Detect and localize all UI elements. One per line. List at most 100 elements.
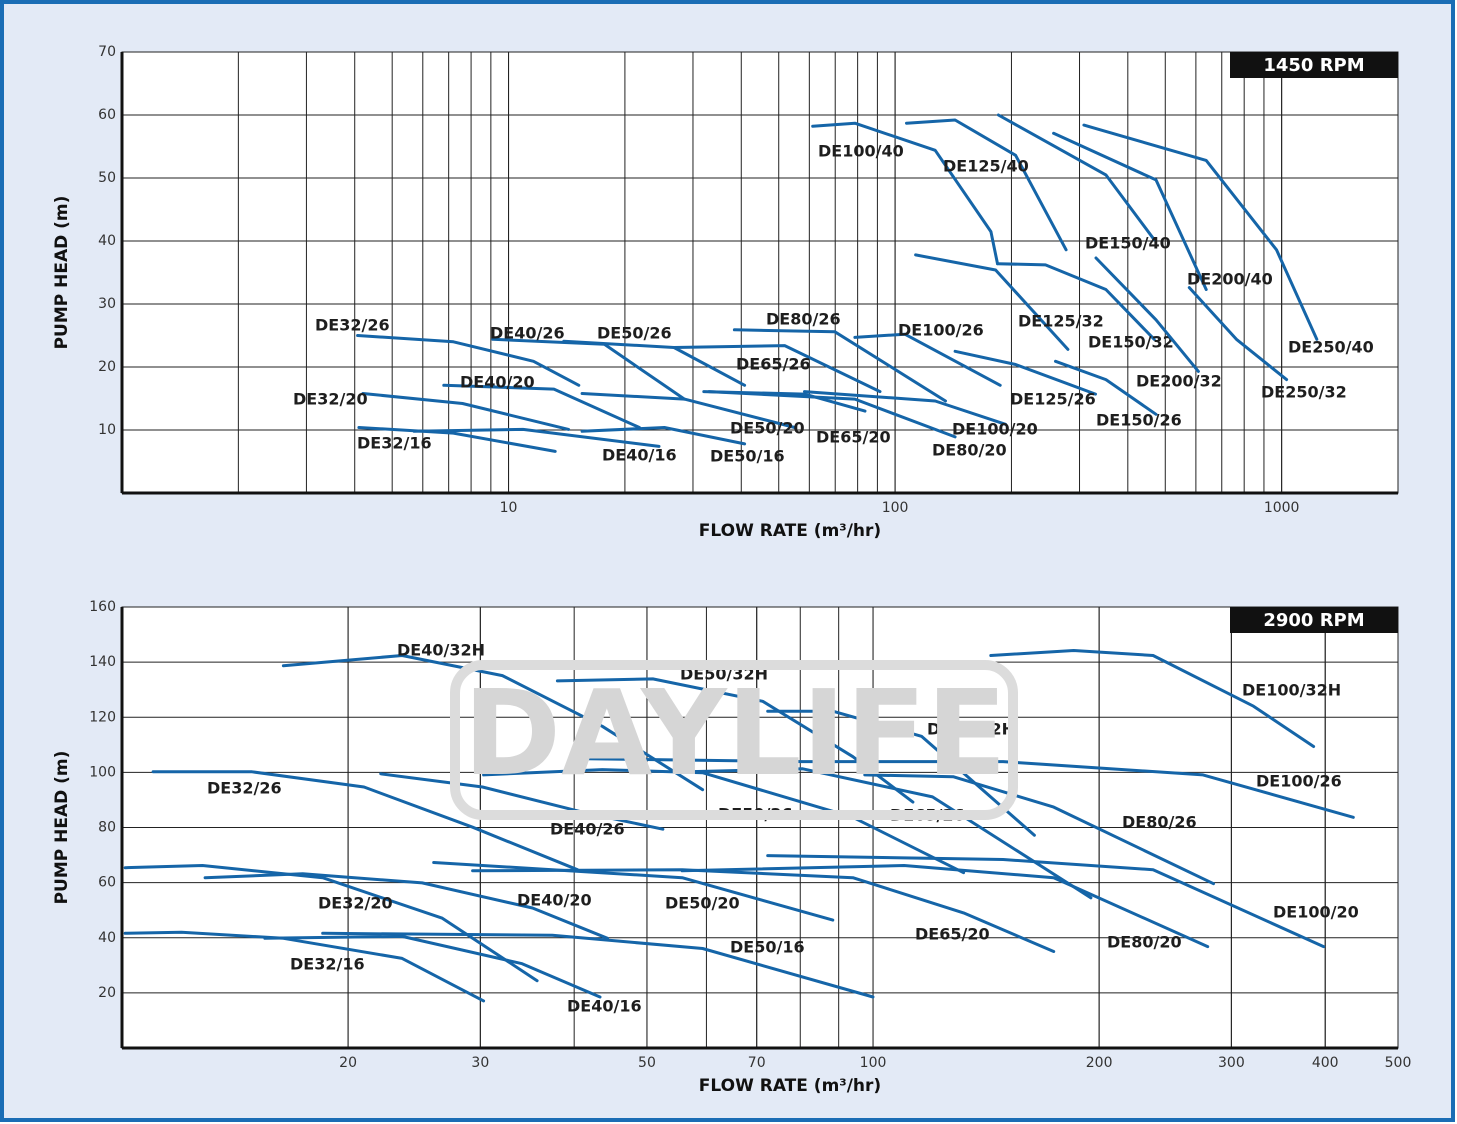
curve-label: DE80/20 bbox=[932, 441, 1007, 460]
curve-label: DE65/20 bbox=[915, 925, 990, 944]
curve-label: DE150/40 bbox=[1085, 234, 1171, 253]
y-axis-title: PUMP HEAD (m) bbox=[52, 196, 72, 350]
curve-label: DE40/26 bbox=[550, 820, 625, 839]
x-axis-title: FLOW RATE (m³/hr) bbox=[699, 1076, 881, 1096]
rpm-box bbox=[1230, 607, 1398, 633]
curve-label: DE50/16 bbox=[710, 447, 785, 466]
curve-label: DE80/26 bbox=[1122, 813, 1197, 832]
pump-curve bbox=[580, 426, 747, 446]
curve-label: DE150/26 bbox=[1096, 411, 1182, 430]
x-tick-label: 1000 bbox=[1264, 500, 1300, 516]
y-tick-label: 30 bbox=[98, 296, 116, 312]
pump-curve bbox=[432, 861, 835, 922]
y-tick-label: 160 bbox=[89, 599, 116, 615]
pump-curve bbox=[732, 328, 947, 403]
y-tick-label: 50 bbox=[98, 170, 116, 186]
y-tick-label: 60 bbox=[98, 107, 116, 123]
pump-curve bbox=[1052, 131, 1208, 291]
pump-curve bbox=[471, 868, 1056, 953]
x-tick-label: 300 bbox=[1218, 1055, 1245, 1071]
curve-label: DE250/40 bbox=[1288, 338, 1374, 357]
y-axis-title: PUMP HEAD (m) bbox=[52, 751, 72, 905]
curve-label: DE40/16 bbox=[567, 997, 642, 1016]
x-tick-label: 20 bbox=[339, 1055, 357, 1071]
pump-curve bbox=[989, 649, 1316, 748]
pump-curve bbox=[853, 332, 1002, 387]
curve-label: DE32/26 bbox=[207, 779, 282, 798]
y-tick-label: 10 bbox=[98, 422, 116, 438]
curve-label: DE100/26 bbox=[1256, 772, 1342, 791]
pump-curve bbox=[151, 770, 579, 872]
curve-label: DE100/20 bbox=[1273, 903, 1359, 922]
pump-curve bbox=[953, 349, 1097, 396]
pump-curve bbox=[1187, 286, 1289, 382]
curve-label: DE32/26 bbox=[315, 316, 390, 335]
x-tick-label: 50 bbox=[638, 1055, 656, 1071]
x-tick-label: 10 bbox=[500, 500, 518, 516]
pump-curve bbox=[803, 390, 1007, 426]
rpm-label: 1450 RPM bbox=[1263, 55, 1364, 76]
watermark: DAYLIFE bbox=[463, 664, 1007, 802]
y-tick-label: 120 bbox=[89, 709, 116, 725]
pump-curve bbox=[379, 772, 665, 831]
pump-curve bbox=[811, 121, 999, 266]
curve-label: DE50/20 bbox=[730, 419, 805, 438]
pump-curve bbox=[356, 334, 581, 387]
curve-label: DE100/20 bbox=[952, 420, 1038, 439]
curve-label: DE65/32H bbox=[927, 720, 1015, 739]
pump-curve bbox=[361, 392, 571, 431]
x-axis-title: FLOW RATE (m³/hr) bbox=[699, 521, 881, 541]
pump-curve bbox=[672, 344, 882, 394]
curve-label: DE32/16 bbox=[357, 434, 432, 453]
pump-curve bbox=[263, 934, 602, 999]
pump-curve bbox=[1054, 359, 1158, 416]
pump-curve bbox=[905, 118, 1068, 252]
curve-label: DE40/20 bbox=[460, 373, 535, 392]
y-tick-label: 40 bbox=[98, 930, 116, 946]
pump-curve bbox=[685, 767, 1093, 900]
curve-label: DE150/32 bbox=[1088, 333, 1174, 352]
curve-label: DE50/20 bbox=[665, 894, 740, 913]
pump-curve bbox=[996, 262, 1156, 341]
x-tick-label: 70 bbox=[748, 1055, 766, 1071]
y-tick-label: 80 bbox=[98, 820, 116, 836]
watermark-group: DAYLIFE bbox=[450, 660, 1018, 820]
y-tick-label: 20 bbox=[98, 985, 116, 1001]
pump-curve bbox=[996, 113, 1156, 242]
pump-curve bbox=[766, 854, 1326, 949]
pump-curve bbox=[203, 872, 609, 940]
x-tick-label: 400 bbox=[1312, 1055, 1339, 1071]
pump-curve bbox=[766, 709, 1036, 837]
y-tick-label: 40 bbox=[98, 233, 116, 249]
curve-label: DE40/16 bbox=[602, 446, 677, 465]
pump-curve bbox=[863, 773, 1215, 886]
y-tick-label: 70 bbox=[98, 44, 116, 60]
y-tick-label: 140 bbox=[89, 654, 116, 670]
pump-curve bbox=[281, 654, 705, 792]
x-tick-label: 200 bbox=[1086, 1055, 1113, 1071]
curve-label: DE32/20 bbox=[318, 894, 393, 913]
x-tick-label: 100 bbox=[860, 1055, 887, 1071]
curve-label: DE40/20 bbox=[517, 891, 592, 910]
curve-label: DE80/26 bbox=[766, 310, 841, 329]
pump-curve bbox=[357, 426, 557, 453]
curve-label: DE50/26 bbox=[597, 324, 672, 343]
y-tick-label: 20 bbox=[98, 359, 116, 375]
curve-label: DE125/40 bbox=[943, 157, 1029, 176]
pump-curve bbox=[1094, 256, 1200, 373]
curve-label: DE80/20 bbox=[1107, 933, 1182, 952]
pump-curve bbox=[680, 864, 1210, 949]
curve-label: DE50/16 bbox=[730, 938, 805, 957]
curve-label: DE65/20 bbox=[816, 428, 891, 447]
chart: 10 100 1000 10 20 30 40 50 60 70 1450 RPM FLOW RATE… bbox=[52, 44, 1399, 541]
pump-curve bbox=[123, 864, 539, 983]
pump-curve bbox=[412, 427, 661, 448]
pump-curve bbox=[321, 931, 875, 999]
y-tick-label: 60 bbox=[98, 875, 116, 891]
curve-label: DE40/26 bbox=[490, 324, 565, 343]
x-tick-label: 30 bbox=[471, 1055, 489, 1071]
curve-label: DE200/40 bbox=[1187, 270, 1273, 289]
watermark-frame bbox=[450, 660, 1018, 820]
x-tick-label: 100 bbox=[882, 500, 909, 516]
